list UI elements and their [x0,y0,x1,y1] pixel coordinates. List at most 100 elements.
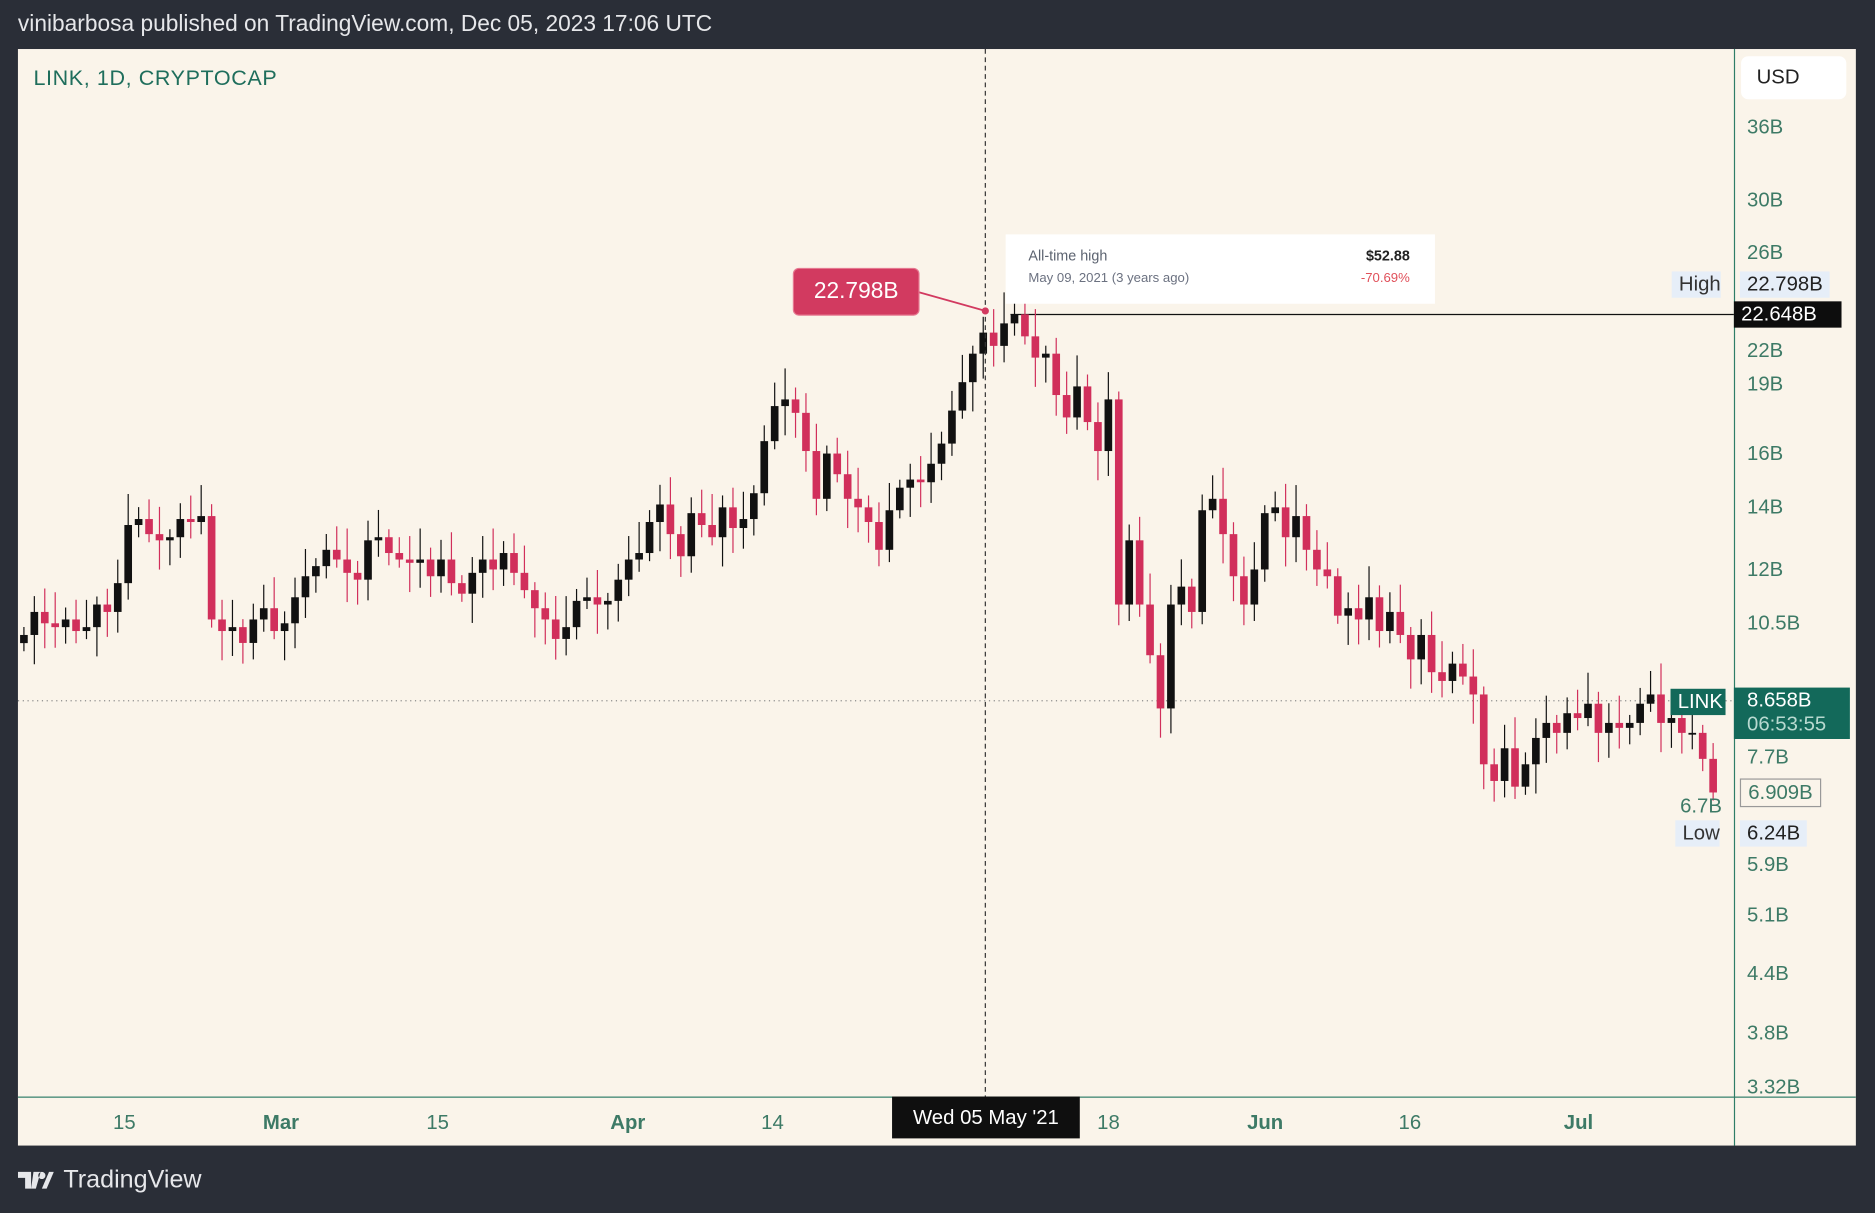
candle-body [906,479,915,488]
candle-body [1552,722,1561,733]
candle-body [812,451,821,499]
candle-body [61,619,70,628]
price-tick: 30B [1747,188,1784,212]
candle-body [1459,663,1467,677]
price-axis-line [1733,49,1736,1146]
candle-body [822,453,831,499]
candle-body [989,332,998,346]
candle-body [478,559,487,573]
candle-body [687,513,696,557]
price-tick: 12B [1747,558,1784,581]
low-value: 6.24B [1739,820,1808,847]
high-value: 22.798B [1739,271,1830,298]
tradingview-logo[interactable]: TradingView [17,1165,202,1195]
candle-body [1083,386,1092,423]
currency-button[interactable]: USD [1741,56,1847,100]
chart-panel[interactable]: LINK, 1D, CRYPTOCAP USD 36B 30B 26B 22B 19B 1… [17,49,1856,1146]
crosshair-date-label: Wed 05 May '21 [892,1096,1080,1139]
candle-body [572,600,581,628]
candle-body [426,559,435,577]
candle-body [270,608,278,632]
candle-body [385,537,393,554]
candle-body [197,516,206,523]
price-tick: 7.7B [1747,745,1789,769]
time-tick: Jul [1563,1110,1594,1134]
crosshair-price-label: 22.648B [1733,301,1842,328]
candle-body [1125,540,1134,605]
candle-body [468,572,477,594]
candle-body [218,619,226,632]
candle-body [312,566,320,577]
candle-body [875,522,883,550]
candle-body [948,410,956,444]
callout-pointer [916,290,986,312]
candle-body [770,406,779,442]
candle-body [843,474,852,499]
candle-body [1605,722,1613,733]
price-callout[interactable]: 22.798B [792,267,920,316]
candle-body [1542,722,1551,738]
bar-countdown: 06:53:55 [1747,712,1827,736]
candle-body [186,519,195,523]
candle-body [458,583,466,594]
price-tick: 26B [1747,240,1784,264]
symbol-legend: LINK, 1D, CRYPTOCAP [33,65,278,90]
candle-body [739,519,748,529]
candle-body [635,553,643,560]
candle-body [239,627,247,643]
candle-body [1573,713,1582,719]
candle-body [343,559,351,573]
price-tick: 5.9B [1747,853,1789,876]
candle-body [1563,713,1571,733]
prev-close-label: 6.909B [1739,778,1822,808]
candle-body [176,519,185,538]
candle-body [207,516,216,620]
candle-body [1427,634,1436,673]
candle-body [1240,576,1248,605]
candle-body [93,604,101,628]
candle-body [1000,323,1008,346]
candle-body [1396,611,1405,635]
price-tick: 14B [1747,495,1784,519]
candlestick-plot[interactable] [17,49,1856,1146]
candle-body [1229,534,1238,577]
candle-body [1448,663,1457,681]
time-tick: Apr [610,1110,646,1134]
candle-body [1313,549,1321,570]
time-tick: Jun [1247,1110,1284,1134]
candle-body [1625,722,1634,728]
candle-body [145,519,153,535]
price-tick: 6.7B [1680,794,1722,818]
candle-body [155,534,164,541]
candle-body [51,623,60,628]
ath-change: -70.69% [1360,271,1410,286]
candle-body [40,611,49,624]
candle-body [1532,737,1540,765]
candle-body [802,412,810,452]
candle-body [1678,718,1686,733]
candle-body [791,399,800,413]
candle-body [437,559,445,577]
brand-name: TradingView [63,1165,202,1194]
candle-body [166,537,174,541]
candle-body [499,553,508,570]
candle-body [1052,353,1061,396]
candle-body [1333,576,1342,616]
candle-body [1646,694,1655,704]
candle-body [718,507,727,538]
candle-body [1636,703,1644,723]
candle-body [124,525,133,584]
price-tick: 3.32B [1747,1075,1801,1099]
candle-body [656,504,664,523]
candle-body [1021,314,1029,337]
price-tick: 3.8B [1747,1021,1789,1045]
candle-body [1292,516,1300,538]
candle-body [1667,718,1676,723]
last-price-box: 8.658B 06:53:55 [1733,687,1850,739]
price-tick: 22B [1747,339,1784,362]
candle-body [1657,694,1665,723]
candle-body [1114,399,1123,605]
candle-body [1073,386,1081,418]
candle-body [353,572,362,580]
candle-body [520,572,529,591]
